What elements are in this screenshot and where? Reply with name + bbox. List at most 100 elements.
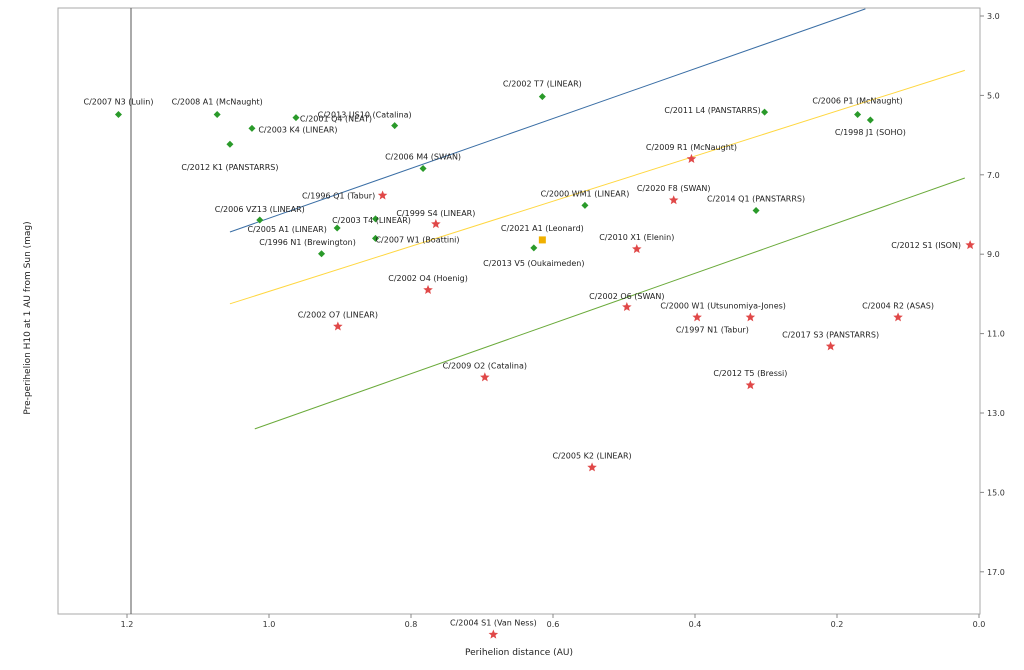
label-c-2005-k2-linear: C/2005 K2 (LINEAR) <box>552 451 631 460</box>
point-c-2002-o4-hoenig <box>423 284 433 294</box>
label-c-2021-a1-leonard: C/2021 A1 (Leonard) <box>501 224 584 233</box>
point-c-2012-t5-bressi <box>745 380 756 390</box>
data-points <box>114 93 975 639</box>
label-c-2009-o2-catalina: C/2009 O2 (Catalina) <box>443 361 527 370</box>
point-c-2008-a1-mcnaught <box>213 110 221 118</box>
point-c-2002-o6-swan <box>622 302 632 312</box>
point-c-2021-a1-leonard <box>538 236 546 244</box>
point-c-2009-r1-mcnaught <box>686 153 697 163</box>
point-c-2012-s1-ison <box>965 240 975 250</box>
trend-lines <box>229 8 965 430</box>
point-c-2006-m4-swan <box>419 164 427 172</box>
label-c-2017-s3-panstarrs: C/2017 S3 (PANSTARRS) <box>782 330 879 339</box>
point-c-2003-k4-linear <box>248 124 256 132</box>
x-tick-label: 1.0 <box>263 620 276 629</box>
point-c-2010-x1-elenin <box>632 244 642 254</box>
y-tick-label: 9.0 <box>987 250 1000 259</box>
label-c-2004-r2-asas: C/2004 R2 (ASAS) <box>862 301 934 310</box>
x-tick-label: 0.2 <box>831 620 844 629</box>
y-tick-label: 13.0 <box>987 409 1005 418</box>
label-c-2006-vz13-linear: C/2006 VZ13 (LINEAR) <box>215 205 305 214</box>
point-c-2014-q1-panstarrs <box>752 207 760 215</box>
x-tick-label: 0.8 <box>405 620 418 629</box>
point-c-2004-s1-van-ness <box>488 629 499 639</box>
label-c-2000-wm1-linear: C/2000 WM1 (LINEAR) <box>541 189 630 198</box>
label-c-1998-j1-soho: C/1998 J1 (SOHO) <box>835 128 906 137</box>
point-c-1998-j1-soho <box>866 116 874 124</box>
label-c-2013-v5-oukaimeden: C/2013 V5 (Oukaimeden) <box>483 259 584 268</box>
point-c-2007-n3-lulin <box>114 110 122 118</box>
label-c-2006-m4-swan: C/2006 M4 (SWAN) <box>385 152 461 161</box>
y-tick-label: 3.0 <box>987 12 1000 21</box>
point-c-2006-p1-mcnaught <box>854 110 862 118</box>
plot-area <box>57 7 981 615</box>
y-tick-label: 11.0 <box>987 330 1005 339</box>
point-c-2020-f8-swan <box>668 195 679 205</box>
point-c-2012-k1-panstarrs <box>226 140 234 148</box>
label-c-2002-o6-swan: C/2002 O6 (SWAN) <box>589 292 664 301</box>
point-c-2001-q4-neat <box>292 114 300 122</box>
label-c-2002-t7-linear: C/2002 T7 (LINEAR) <box>503 80 582 89</box>
label-c-2000-w1-utsunomiya-jones: C/2000 W1 (Utsunomiya-Jones) <box>660 301 786 310</box>
point-c-2005-k2-linear <box>587 462 597 472</box>
x-axis-title: Perihelion distance (AU) <box>465 648 573 658</box>
point-c-2000-wm1-linear <box>581 201 589 209</box>
label-c-1997-n1-tabur: C/1997 N1 (Tabur) <box>676 325 749 334</box>
label-c-2020-f8-swan: C/2020 F8 (SWAN) <box>637 184 711 193</box>
y-tick-label: 17.0 <box>987 568 1005 577</box>
point-c-1999-s4-linear <box>431 219 441 229</box>
label-c-2006-p1-mcnaught: C/2006 P1 (McNaught) <box>812 96 902 105</box>
label-c-2011-l4-panstarrs: C/2011 L4 (PANSTARRS) <box>664 106 760 115</box>
point-c-2004-r2-asas <box>893 312 903 322</box>
x-tick-label: 1.2 <box>121 620 134 629</box>
point-c-2003-t4-linear <box>372 215 379 223</box>
label-c-2003-k4-linear: C/2003 K4 (LINEAR) <box>258 125 337 134</box>
label-c-2007-w1-boattini: C/2007 W1 (Boattini) <box>375 235 459 244</box>
point-c-2002-o7-linear <box>333 321 343 331</box>
label-c-2012-t5-bressi: C/2012 T5 (Bressi) <box>713 369 787 378</box>
point-c-1996-q1-tabur <box>377 190 388 200</box>
point-c-2007-w1-boattini <box>372 234 379 242</box>
label-c-2012-s1-ison: C/2012 S1 (ISON) <box>891 241 961 250</box>
point-c-2000-w1-utsunomiya-jones <box>692 312 702 322</box>
point-c-2011-l4-panstarrs <box>761 108 769 116</box>
label-c-2002-o4-hoenig: C/2002 O4 (Hoenig) <box>388 274 468 283</box>
label-c-2014-q1-panstarrs: C/2014 Q1 (PANSTARRS) <box>707 195 805 204</box>
label-c-1996-n1-brewington: C/1996 N1 (Brewington) <box>259 238 356 247</box>
trend-line-blue <box>229 8 866 233</box>
point-labels: C/2007 N3 (Lulin) C/2008 A1 (McNaught) C/2… <box>84 80 962 628</box>
trend-line-green <box>254 177 965 430</box>
y-tick-label: 5.0 <box>987 91 1000 100</box>
label-c-2002-o7-linear: C/2002 O7 (LINEAR) <box>298 310 378 319</box>
point-c-2002-t7-linear <box>538 93 546 101</box>
label-c-2013-us10-catalina: C/2013 US10 (Catalina) <box>318 111 412 120</box>
label-c-2003-t4-linear: C/2003 T4 (LINEAR) <box>332 216 411 225</box>
label-c-2012-k1-panstarrs: C/2012 K1 (PANSTARRS) <box>181 163 278 172</box>
point-c-1997-n1-tabur <box>745 312 756 322</box>
point-c-2013-us10-catalina <box>391 122 399 130</box>
label-c-2010-x1-elenin: C/2010 X1 (Elenin) <box>599 233 674 242</box>
point-c-1996-n1-brewington <box>318 250 326 258</box>
label-c-1996-q1-tabur: C/1996 Q1 (Tabur) <box>302 191 375 200</box>
point-c-2013-v5-oukaimeden <box>530 244 538 252</box>
trend-line-yellow <box>229 69 965 305</box>
point-c-2005-a1-linear <box>333 224 341 232</box>
label-c-2008-a1-mcnaught: C/2008 A1 (McNaught) <box>172 97 263 106</box>
x-tick-label: 0.6 <box>547 620 560 629</box>
point-c-2006-vz13-linear <box>256 216 264 224</box>
label-c-2007-n3-lulin: C/2007 N3 (Lulin) <box>84 97 154 106</box>
label-c-2009-r1-mcnaught: C/2009 R1 (McNaught) <box>646 143 737 152</box>
label-c-1999-s4-linear: C/1999 S4 (LINEAR) <box>396 209 475 218</box>
y-tick-label: 7.0 <box>987 171 1000 180</box>
y-tick-label: 15.0 <box>987 488 1005 497</box>
point-c-2009-o2-catalina <box>480 372 490 382</box>
label-c-2004-s1-van-ness: C/2004 S1 (Van Ness) <box>450 619 537 628</box>
axis-ticks: 1.2 1.0 0.8 0.6 0.4 0.2 0.0 3.0 5.0 7.0 9.0 11.0 13.… <box>121 12 1005 629</box>
y-axis-title: Pre-perihelion H10 at 1 AU from Sun (mag… <box>23 221 33 414</box>
label-c-2001-q4-neat: C/2001 Q4 (NEAT) <box>300 115 372 124</box>
x-tick-label: 0.0 <box>973 620 986 629</box>
point-c-2017-s3-panstarrs <box>825 341 836 351</box>
label-c-2005-a1-linear: C/2005 A1 (LINEAR) <box>247 225 326 234</box>
x-tick-label: 0.4 <box>689 620 702 629</box>
